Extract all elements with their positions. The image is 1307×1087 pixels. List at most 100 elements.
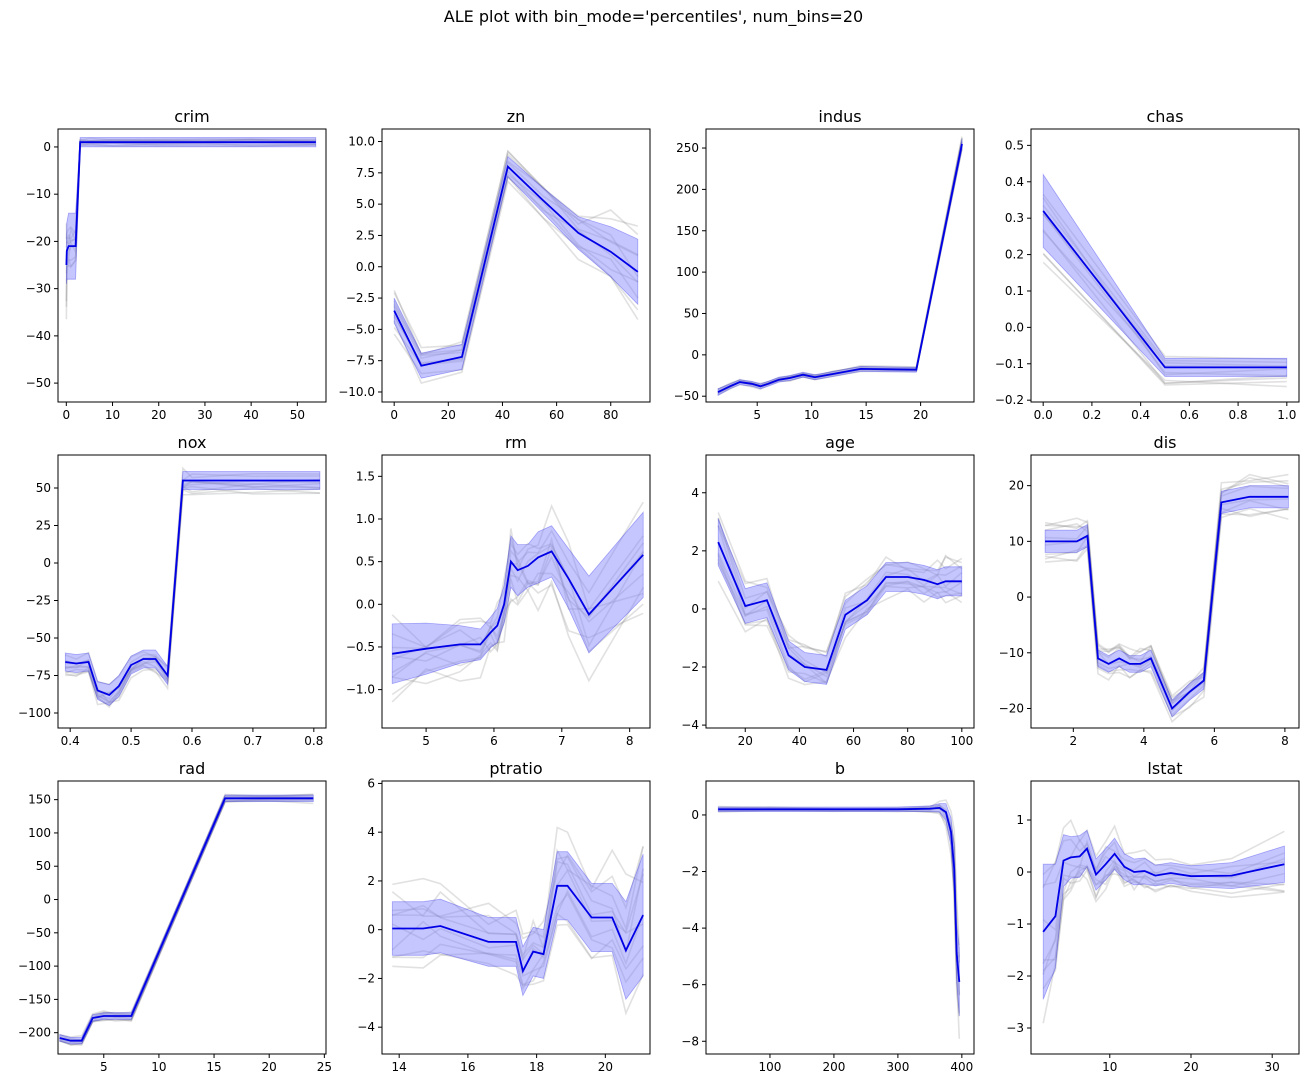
axes-frame xyxy=(705,128,975,403)
sample-line xyxy=(392,555,644,662)
y-tick-label: 0 xyxy=(43,556,51,570)
sample-line xyxy=(391,889,644,978)
y-tick-label: 0 xyxy=(43,893,51,907)
confidence-band xyxy=(64,471,321,706)
sample-line xyxy=(717,517,963,653)
subplot-dis: dis 2 4 6 8 −20 −10 0 10 20 xyxy=(999,433,1300,748)
plot-area xyxy=(391,501,644,703)
y-tick-label: 100 xyxy=(28,826,51,840)
plot-area xyxy=(1042,818,1285,1024)
sample-line xyxy=(65,138,316,240)
plot-area xyxy=(717,799,961,1039)
sample-line xyxy=(1042,194,1287,361)
sample-line xyxy=(391,503,644,649)
subplot-title: age xyxy=(825,433,855,452)
y-tick-label: 0 xyxy=(367,923,375,937)
sample-line xyxy=(718,805,960,962)
mean-ale-line xyxy=(1045,495,1289,711)
mean-ale-line xyxy=(392,884,644,974)
y-tick-label: 10 xyxy=(1009,534,1024,548)
sample-line xyxy=(1042,213,1287,377)
confidence-band xyxy=(66,137,317,284)
subplot-nox: nox 0.4 0.5 0.6 0.7 0.8 −100 −75 −50 −25 0 25 50 xyxy=(18,433,327,748)
subplot-title: nox xyxy=(178,433,207,452)
sample-line xyxy=(392,869,644,957)
mean-ale-line xyxy=(392,550,644,655)
y-tick-label: 250 xyxy=(676,141,699,155)
x-tick-label: 0.8 xyxy=(1229,408,1248,422)
y-tick-label: −10 xyxy=(26,187,51,201)
sample-line xyxy=(392,855,644,962)
sample-line xyxy=(718,799,961,946)
x-tick-label: 0.5 xyxy=(122,734,141,748)
subplot-zn: zn 0 20 40 60 80 −10.0 −7.5 −5.0 −2.5 0.0 2.5 5.0 7.5… xyxy=(338,107,651,422)
y-tick-label: 0 xyxy=(691,602,699,616)
sample-line xyxy=(393,160,639,360)
sample-line xyxy=(717,143,963,393)
x-tick-label: 5 xyxy=(753,408,761,422)
mean-ale-line xyxy=(1042,846,1285,933)
sample-line xyxy=(65,473,320,694)
sample-line xyxy=(391,501,644,649)
sample-line xyxy=(59,798,314,1046)
sample-line xyxy=(393,152,639,357)
x-tick-label: 20 xyxy=(598,1060,613,1074)
y-tick-label: −0.2 xyxy=(995,393,1024,407)
y-tick-label: 0.5 xyxy=(356,555,375,569)
sample-line xyxy=(65,138,316,244)
y-tick-label: 2 xyxy=(691,544,699,558)
sample-line xyxy=(393,150,639,349)
sample-line xyxy=(1042,865,1285,990)
subplot-ptratio: ptratio 14 16 18 20 −4 −2 0 2 4 6 xyxy=(357,759,651,1074)
y-tick-label: −10.0 xyxy=(338,385,375,399)
y-tick-label: 1 xyxy=(1016,813,1024,827)
sample-line xyxy=(1044,473,1289,699)
sample-line xyxy=(1042,197,1287,376)
x-tick-label: 7 xyxy=(558,734,566,748)
sample-line xyxy=(717,141,963,393)
sample-line xyxy=(717,552,962,683)
x-tick-label: 0.7 xyxy=(243,734,262,748)
sample-line xyxy=(65,482,320,709)
sample-line xyxy=(392,846,644,963)
sample-line xyxy=(59,799,314,1046)
x-tick-label: 10 xyxy=(1102,1060,1117,1074)
x-tick-label: 30 xyxy=(197,408,212,422)
x-tick-label: 5 xyxy=(422,734,430,748)
y-tick-label: −2 xyxy=(357,971,375,985)
sample-line xyxy=(1042,861,1285,964)
plot-area xyxy=(393,149,639,385)
x-tick-label: 400 xyxy=(950,1060,973,1074)
x-tick-label: 20 xyxy=(913,408,928,422)
sample-line xyxy=(717,136,963,391)
sample-line xyxy=(717,562,963,685)
mean-ale-line xyxy=(717,541,962,671)
y-tick-label: −50 xyxy=(26,631,51,645)
y-tick-label: −100 xyxy=(18,959,51,973)
subplot-title: crim xyxy=(174,107,209,126)
x-tick-label: 60 xyxy=(846,734,861,748)
y-tick-label: 100 xyxy=(676,265,699,279)
sample-line xyxy=(59,797,314,1043)
sample-line xyxy=(59,798,314,1045)
sample-line xyxy=(65,143,316,320)
mean-ale-line xyxy=(717,143,963,393)
y-tick-label: 50 xyxy=(36,859,51,873)
y-tick-label: −200 xyxy=(18,1026,51,1040)
sample-line xyxy=(59,793,314,1038)
x-tick-label: 20 xyxy=(262,1060,277,1074)
y-tick-label: 0 xyxy=(691,348,699,362)
y-tick-label: 4 xyxy=(367,825,375,839)
y-tick-label: 2.5 xyxy=(356,228,375,242)
y-tick-label: 25 xyxy=(36,519,51,533)
sample-line xyxy=(392,542,644,653)
subplot-title: zn xyxy=(507,107,526,126)
confidence-band xyxy=(393,155,639,379)
x-tick-label: 0.8 xyxy=(304,734,323,748)
confidence-band xyxy=(1042,173,1288,377)
y-tick-label: 0.0 xyxy=(356,597,375,611)
y-tick-label: 0.3 xyxy=(1005,211,1024,225)
y-tick-label: 10.0 xyxy=(348,135,375,149)
y-tick-label: −7.5 xyxy=(346,354,375,368)
subplot-title: ptratio xyxy=(489,759,542,778)
